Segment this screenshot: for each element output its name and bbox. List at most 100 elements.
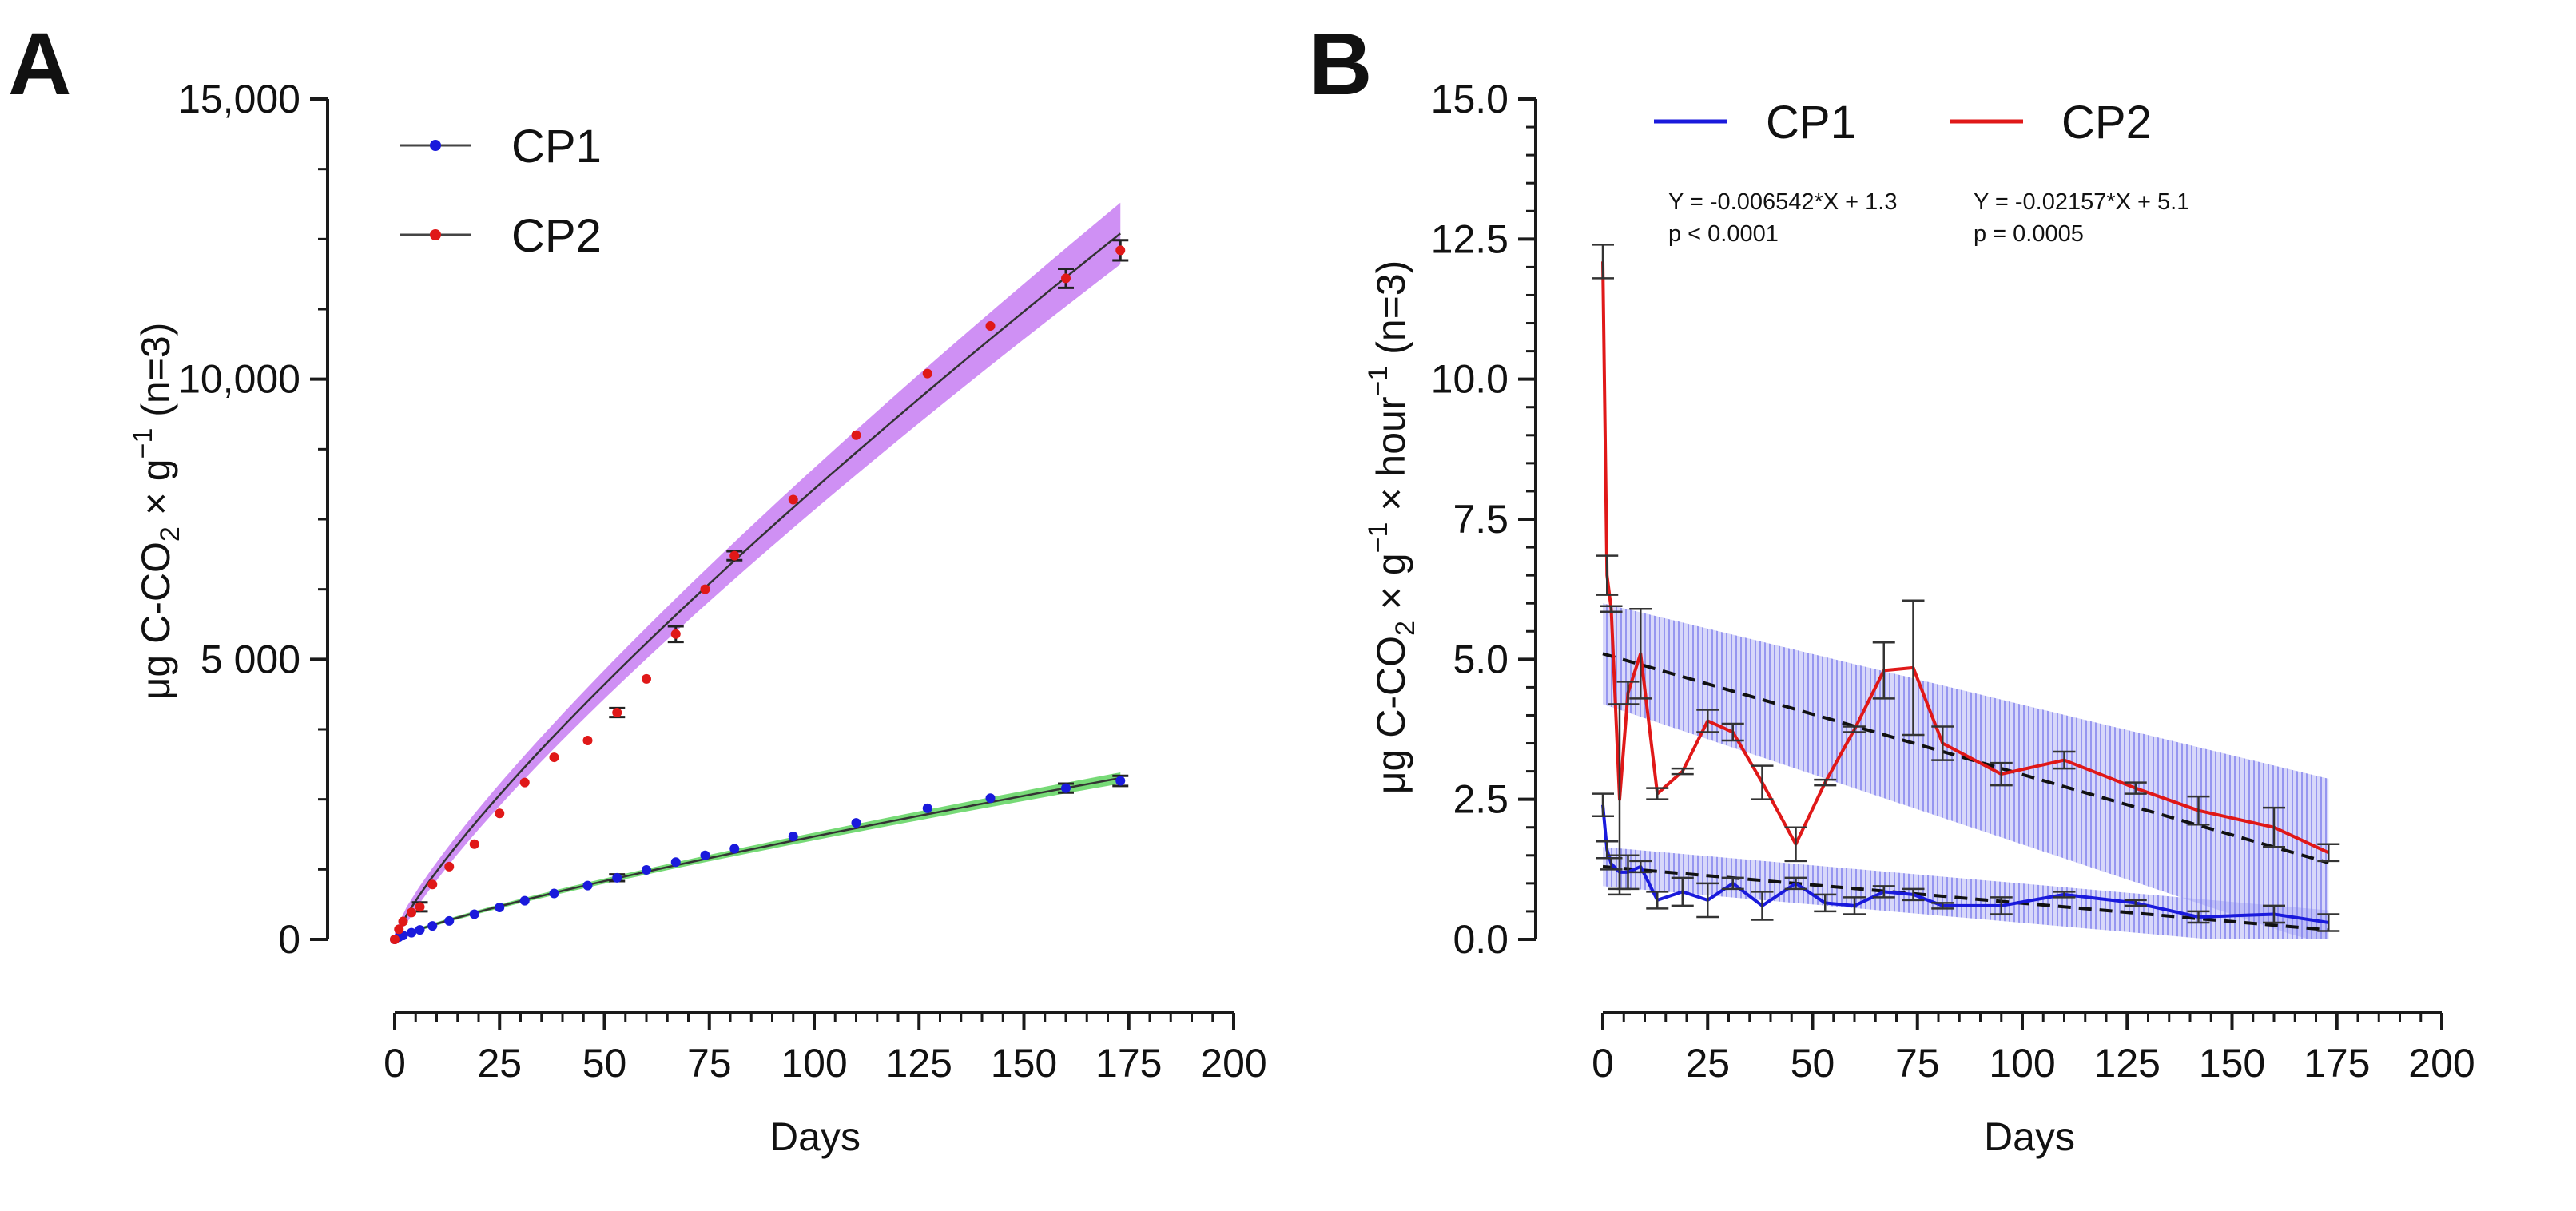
panel-a-x-tick-label: 100: [781, 1041, 847, 1086]
cp2-data-point: [922, 368, 932, 379]
cp2-regression-line: [1602, 652, 2329, 864]
cp2-data-point: [612, 707, 622, 717]
cp2-data-point: [642, 673, 651, 684]
cp2-data-point: [390, 935, 400, 944]
panel-a-y-axis-title: μg C-CO2 × g−1 (n=3): [128, 323, 185, 701]
panel-b-x-tick-label: 125: [2094, 1041, 2161, 1086]
panel-a-y-tick-label: 5 000: [201, 637, 300, 681]
cp1-data-point: [519, 895, 530, 906]
panel-a-y-tick-label: 10,000: [178, 357, 300, 402]
cp1-regression-equation: Y = -0.006542*X + 1.3: [1668, 189, 1897, 215]
panel-b-y-tick-label: 0.0: [1453, 917, 1509, 962]
panel-a-x-tick-label: 50: [582, 1041, 627, 1086]
panel-b-error-bars: [1592, 244, 2340, 932]
cp1-data-point: [1061, 783, 1071, 793]
cp1-data-point: [582, 880, 593, 891]
cp1-data-point: [495, 903, 505, 913]
panel-a-axes: 0 5 000 10,000 15,000 0 25 50 75 100 125 150 175 200: [178, 77, 1267, 1086]
panel-b-x-tick-label: 200: [2408, 1041, 2475, 1086]
panel-b-x-tick-label: 150: [2199, 1041, 2265, 1086]
panel-a-y-tick-label: 0: [278, 917, 300, 962]
panel-a-x-tick-label: 150: [991, 1041, 1057, 1086]
cp1-data-point: [469, 909, 479, 919]
legend-cp2-marker: [430, 229, 441, 240]
cp1-data-point: [985, 793, 996, 804]
cp1-data-point: [1115, 776, 1126, 786]
cp2-data-point: [729, 550, 740, 561]
panel-b-axes: 0.0 2.5 5.0 7.5 10.0 12.5 15.0 0 25 50 75 100 125 150…: [1431, 77, 2475, 1086]
cp1-data-point: [670, 857, 681, 868]
panel-b-legend: CP1 CP2: [1654, 97, 2152, 149]
panel-b-y-tick-label: 10.0: [1431, 357, 1509, 402]
cp1-data-point: [788, 831, 798, 841]
cp1-data-point: [922, 803, 932, 813]
panel-b-y-axis-title: μg C-CO2 × g−1 × hour−1 (n=3): [1363, 260, 1421, 795]
cp2-confidence-band: [395, 202, 1121, 939]
panel-b-chart: B 0.0 2.5 5.0 7.5 10.0 12.5 15.0 0 25 50 75 100 125 1…: [1309, 15, 2475, 1159]
cp2-data-point: [549, 752, 559, 763]
cp2-data-point: [519, 777, 530, 788]
cp2-regression-equation: Y = -0.02157*X + 5.1: [1974, 189, 2189, 215]
cp1-regression-p-value: p < 0.0001: [1668, 221, 1779, 247]
cp2-data-point: [407, 907, 416, 918]
panel-b-y-tick-label: 12.5: [1431, 216, 1509, 261]
cp1-data-point: [427, 921, 438, 931]
cp2-regression-p-value: p = 0.0005: [1974, 221, 2084, 247]
panel-b-confidence-bands: [1603, 603, 2329, 939]
panel-a-fit-lines: [393, 232, 1122, 941]
panel-b-y-tick-label: 15.0: [1431, 77, 1509, 121]
panel-b-x-axis-title: Days: [1984, 1114, 2075, 1159]
legend-cp2-label: CP2: [2061, 97, 2152, 149]
cp1-data-point: [700, 850, 710, 860]
cp1-data-point: [407, 927, 416, 938]
panel-b-regression-lines: [1602, 652, 2329, 932]
cp2-data-point: [469, 839, 479, 849]
panel-a-x-tick-label: 75: [687, 1041, 732, 1086]
panel-a-x-axis-title: Days: [769, 1114, 861, 1159]
cp2-data-point: [398, 916, 408, 927]
legend-cp1-label: CP1: [1766, 97, 1856, 149]
cp2-data-point: [851, 430, 861, 440]
cp2-data-point: [427, 879, 438, 890]
cp2-data-point: [495, 808, 505, 819]
cp1-fit-line: [394, 776, 1121, 941]
cp1-data-point: [549, 888, 559, 899]
cp2-data-point: [582, 736, 593, 746]
cp2-data-point: [985, 321, 996, 332]
panel-b-x-tick-label: 0: [1592, 1041, 1614, 1086]
panel-a-chart: A 0 5 000 10,000 15,000 0 25 50 75 100 125 150 175 2…: [8, 15, 1267, 1159]
cp1-data-point: [612, 872, 622, 883]
cp2-data-point: [700, 584, 710, 594]
legend-cp1-label: CP1: [511, 121, 602, 173]
panel-a-data-points: [390, 245, 1126, 944]
cp2-data-point: [415, 902, 425, 912]
panel-a-y-tick-label: 15,000: [178, 77, 300, 121]
cp1-data-point: [444, 915, 455, 926]
cp1-confidence-band: [395, 772, 1121, 939]
panel-a-legend: CP1 CP2: [400, 121, 602, 262]
cp1-data-point: [851, 818, 861, 828]
cp1-regression-line: [1602, 864, 2329, 932]
panel-b-x-tick-label: 75: [1895, 1041, 1940, 1086]
panel-b-letter: B: [1309, 15, 1372, 113]
cp2-data-point: [1115, 245, 1126, 256]
legend-cp1-marker: [430, 140, 441, 151]
cp2-data-point: [1061, 273, 1071, 284]
cp1-data-point: [729, 844, 740, 854]
cp2-data-point: [788, 494, 798, 505]
cp2-data-point: [670, 629, 681, 639]
panel-b-x-tick-label: 25: [1685, 1041, 1730, 1086]
cp2-data-point: [444, 861, 455, 872]
panel-a-x-tick-label: 200: [1200, 1041, 1266, 1086]
panel-a-letter: A: [8, 15, 71, 113]
legend-cp2-label: CP2: [511, 210, 602, 262]
panel-a-confidence-bands: [395, 202, 1121, 939]
cp2-fit-line: [393, 232, 1122, 940]
panel-a-x-tick-label: 25: [477, 1041, 522, 1086]
panel-b-y-tick-label: 2.5: [1453, 777, 1509, 822]
panel-a-x-tick-label: 175: [1095, 1041, 1162, 1086]
panel-b-y-tick-label: 5.0: [1453, 637, 1509, 681]
cp2-regression-band: [1603, 603, 2329, 939]
cp1-data-point: [415, 925, 425, 935]
